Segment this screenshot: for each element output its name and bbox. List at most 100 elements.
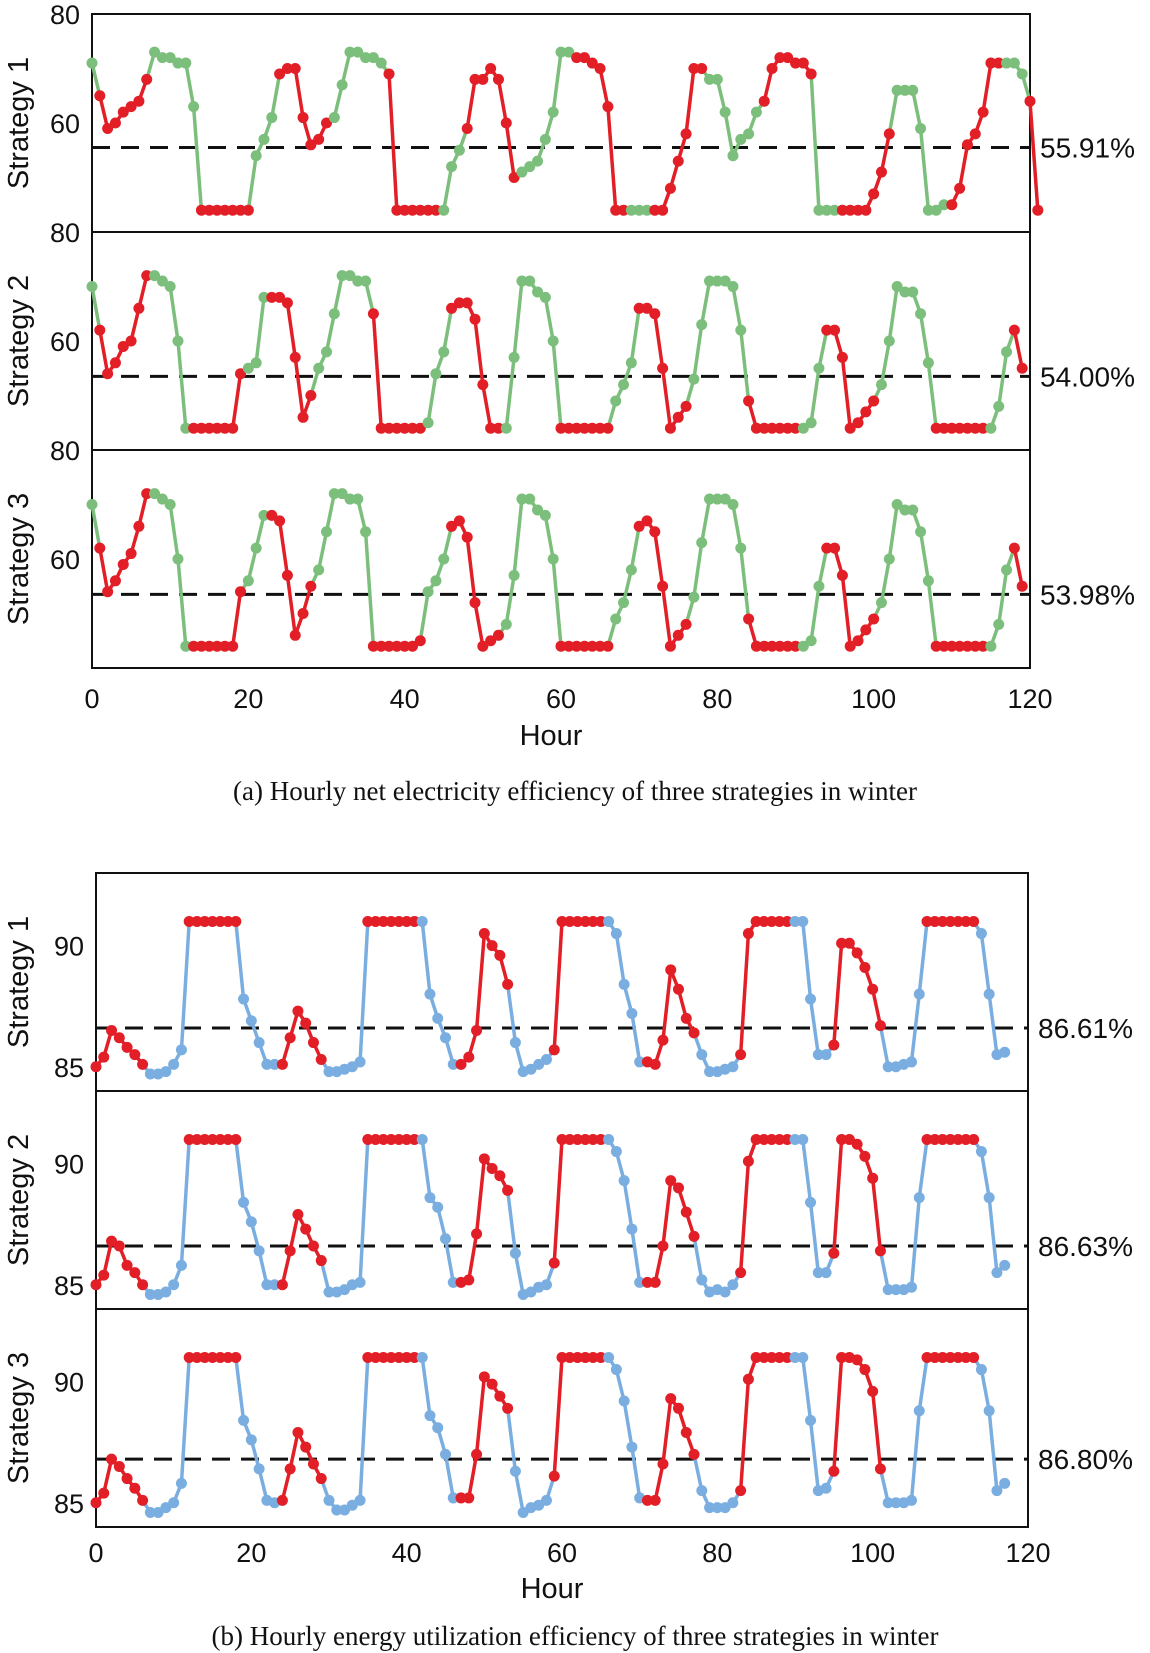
data-point <box>416 915 428 927</box>
series-segment <box>808 1418 821 1493</box>
mean-value-label: 86.63% <box>1038 1231 1133 1262</box>
data-point <box>469 597 481 609</box>
data-point <box>149 46 161 58</box>
data-point <box>735 133 747 145</box>
series-segment <box>996 350 1009 409</box>
series-segment <box>504 573 516 627</box>
data-point <box>977 640 989 652</box>
data-point <box>242 362 254 374</box>
series-segment <box>285 301 297 360</box>
data-point <box>641 515 653 527</box>
data-point <box>820 1267 832 1279</box>
data-point <box>175 1044 187 1056</box>
data-point <box>227 640 239 652</box>
series-segment <box>496 77 509 125</box>
data-point <box>113 1460 125 1472</box>
data-point <box>649 526 661 538</box>
data-point <box>960 1351 972 1363</box>
series-segment <box>551 339 563 430</box>
series-segment <box>418 589 430 643</box>
data-point <box>906 1281 917 1293</box>
data-point <box>968 915 980 927</box>
data-point <box>626 1007 638 1019</box>
data-point <box>284 1032 296 1044</box>
data-point <box>109 357 121 369</box>
data-point <box>836 569 848 581</box>
series-segment <box>887 284 899 343</box>
data-point <box>370 1351 382 1363</box>
series-lines <box>94 1137 1007 1297</box>
data-point <box>532 504 544 516</box>
series-segment <box>102 1457 114 1495</box>
data-point <box>191 1133 203 1145</box>
data-point <box>797 57 809 69</box>
data-point <box>991 1267 1003 1279</box>
data-point <box>587 1351 599 1363</box>
series-segment <box>909 992 922 1064</box>
data-point <box>121 1473 133 1485</box>
data-point <box>944 915 956 927</box>
data-point <box>399 640 411 652</box>
data-point <box>922 357 934 369</box>
series-segment <box>285 573 297 638</box>
series-segment <box>277 519 290 578</box>
series-segment <box>840 573 852 648</box>
data-point <box>269 1058 281 1070</box>
data-point <box>813 580 825 592</box>
data-point <box>422 586 434 598</box>
data-point <box>461 297 473 309</box>
data-point <box>696 1049 708 1061</box>
data-point <box>509 1037 521 1049</box>
mean-value-label: 55.91% <box>1040 133 1135 164</box>
data-point <box>915 122 927 134</box>
data-point <box>921 915 933 927</box>
data-point <box>829 324 841 336</box>
data-point <box>828 1247 840 1259</box>
data-point <box>821 324 833 336</box>
series-segment <box>606 104 618 212</box>
data-point <box>168 1058 180 1070</box>
data-point <box>774 422 786 434</box>
data-point <box>594 422 606 434</box>
x-tick-label: 20 <box>233 684 263 714</box>
data-point <box>999 1259 1011 1271</box>
mean-value-label: 53.98% <box>1040 579 1135 610</box>
series-segment <box>987 1408 999 1493</box>
data-point <box>937 915 949 927</box>
data-point <box>975 1364 987 1376</box>
strategy-label: Strategy 2 <box>3 275 35 407</box>
data-point <box>680 1427 692 1439</box>
data-point <box>664 182 676 194</box>
data-point <box>649 204 661 216</box>
data-point <box>238 1196 250 1208</box>
data-point <box>86 57 98 69</box>
data-point <box>424 1410 436 1422</box>
series-segment <box>738 1377 751 1493</box>
data-point <box>618 379 630 391</box>
data-point <box>235 368 247 380</box>
series-segment <box>887 88 899 136</box>
data-point <box>719 275 731 287</box>
data-point <box>250 150 262 162</box>
series-segment <box>614 931 626 987</box>
data-point <box>471 1024 483 1036</box>
data-point <box>797 1133 809 1145</box>
data-point <box>399 422 411 434</box>
x-tick-label: 0 <box>88 1538 103 1568</box>
series-segment <box>504 121 516 180</box>
data-point <box>634 1276 646 1288</box>
data-point <box>172 57 184 69</box>
series-segment <box>630 1227 642 1285</box>
data-point <box>471 1228 483 1240</box>
data-point <box>999 1477 1011 1489</box>
series-segment <box>358 1137 370 1285</box>
data-point <box>625 204 637 216</box>
series-segment <box>801 919 813 1001</box>
data-point <box>211 422 223 434</box>
data-point <box>281 63 293 74</box>
data-point <box>344 46 356 58</box>
data-point <box>789 1133 801 1145</box>
series-segment <box>981 61 993 114</box>
data-point <box>657 1034 669 1046</box>
series-segment <box>481 382 493 430</box>
